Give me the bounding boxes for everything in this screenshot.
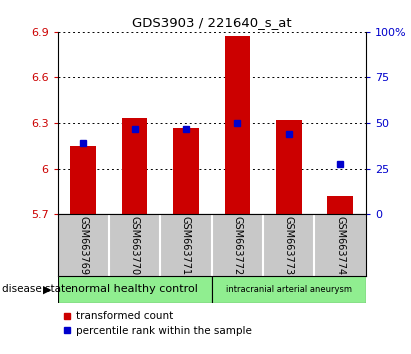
Bar xyxy=(276,120,302,214)
Text: intracranial arterial aneurysm: intracranial arterial aneurysm xyxy=(226,285,352,294)
Bar xyxy=(327,196,353,214)
Title: GDS3903 / 221640_s_at: GDS3903 / 221640_s_at xyxy=(132,16,291,29)
Text: GSM663770: GSM663770 xyxy=(129,216,140,275)
Text: GSM663772: GSM663772 xyxy=(232,216,242,275)
Bar xyxy=(224,36,250,214)
Text: ▶: ▶ xyxy=(43,284,52,295)
Text: disease state: disease state xyxy=(2,284,72,295)
Text: GSM663773: GSM663773 xyxy=(284,216,294,275)
Text: GSM663771: GSM663771 xyxy=(181,216,191,275)
Bar xyxy=(58,276,212,303)
Bar xyxy=(70,146,96,214)
Text: normal healthy control: normal healthy control xyxy=(71,284,198,295)
Text: GSM663774: GSM663774 xyxy=(335,216,345,275)
Bar xyxy=(173,127,199,214)
Legend: transformed count, percentile rank within the sample: transformed count, percentile rank withi… xyxy=(63,312,252,336)
Bar xyxy=(212,276,366,303)
Bar xyxy=(122,119,148,214)
Text: GSM663769: GSM663769 xyxy=(78,216,88,275)
